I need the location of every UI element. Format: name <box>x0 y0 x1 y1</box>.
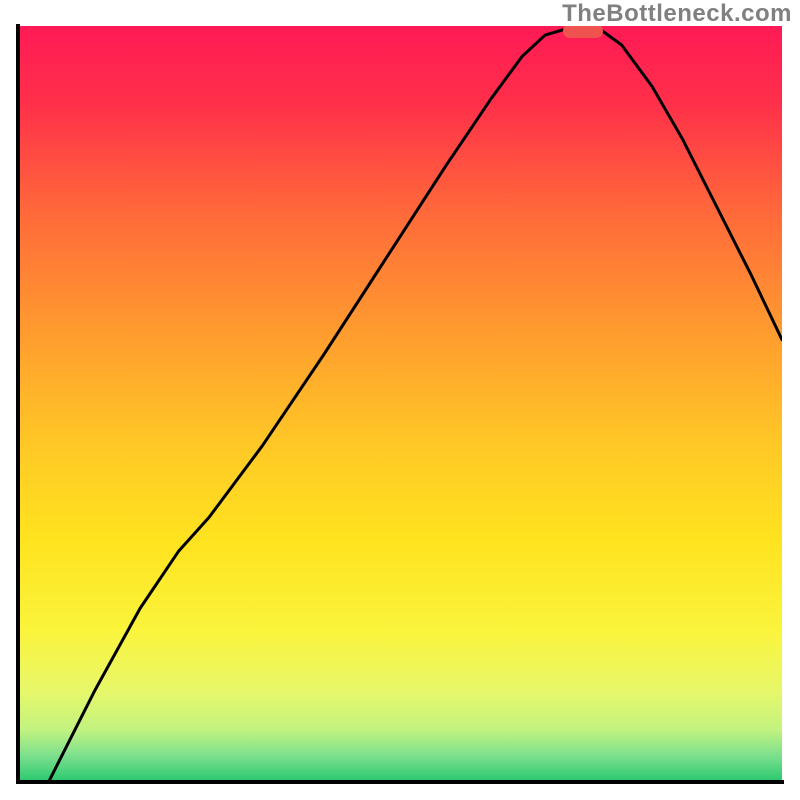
bottleneck-chart: TheBottleneck.com <box>0 0 800 800</box>
axis-frame <box>0 0 800 800</box>
